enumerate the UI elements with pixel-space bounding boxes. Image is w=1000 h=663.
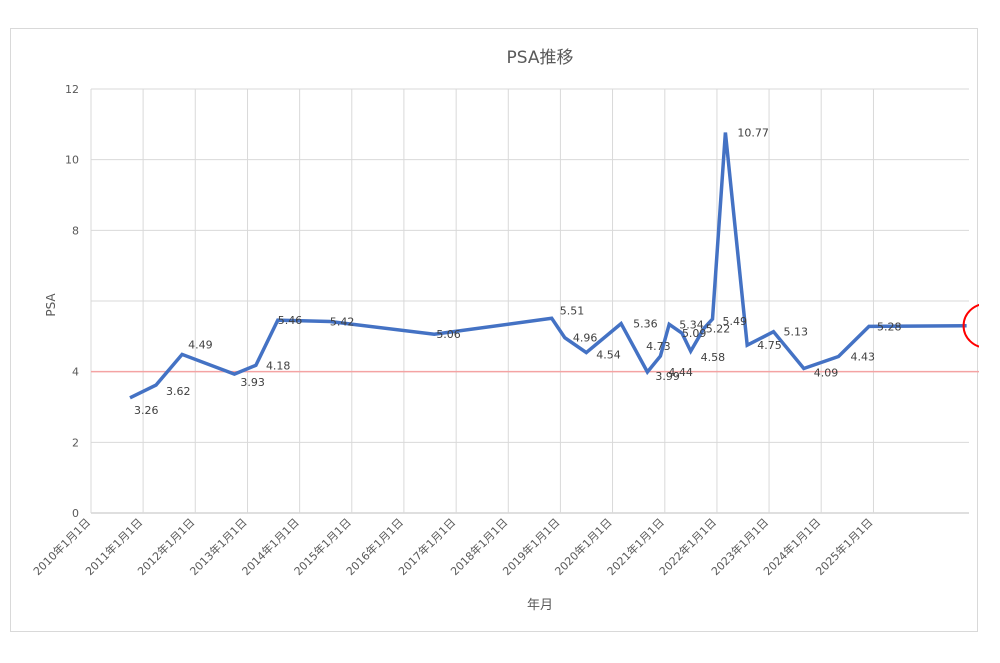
data-label: 4.96 <box>573 332 598 345</box>
data-label: 5.22 <box>706 323 731 336</box>
data-label: 3.26 <box>134 404 159 417</box>
data-label: 5.34 <box>679 318 704 331</box>
data-label: 3.62 <box>166 385 191 398</box>
data-label: 4.44 <box>668 366 693 379</box>
data-label: 5.28 <box>877 320 902 333</box>
y-tick-label: 12 <box>65 83 79 96</box>
data-label: 4.58 <box>701 351 726 364</box>
x-axis-title: 年月 <box>527 598 553 613</box>
data-label: 5.46 <box>278 314 303 327</box>
data-label: 10.77 <box>737 126 769 139</box>
psa-series-line <box>129 132 967 400</box>
highlight-circle <box>962 303 979 348</box>
data-label: 5.42 <box>330 315 355 328</box>
data-label: 4.49 <box>188 338 213 351</box>
chart-frame: PSA推移 0 2 4 8 10 12 2010年1月1日 2011年1月1日 2012年1月1日… <box>10 28 979 632</box>
data-label: 5.36 <box>633 318 658 331</box>
y-tick-label: 2 <box>72 436 79 449</box>
data-label: 4.73 <box>646 340 671 353</box>
data-label: 5.49 <box>723 315 748 328</box>
data-label: 3.93 <box>240 376 264 389</box>
y-tick-label: 8 <box>72 224 79 237</box>
data-label: 3.99 <box>655 370 680 383</box>
psa-line-chart: PSA推移024810122010年1月1日2011年1月1日2012年1月1日… <box>30 48 979 613</box>
y-tick-label: 0 <box>72 507 79 520</box>
data-label: 4.75 <box>757 339 782 352</box>
y-tick-label: 4 <box>72 366 79 379</box>
chart-title: PSA推移 <box>507 48 574 68</box>
data-label: 5.09 <box>682 327 707 340</box>
y-axis-title: PSA <box>44 293 58 317</box>
data-label: 5.06 <box>436 328 461 341</box>
data-label: 5.51 <box>560 304 585 317</box>
data-label: 4.54 <box>596 349 621 362</box>
data-label: 4.18 <box>266 359 291 372</box>
data-label: 4.09 <box>814 366 839 379</box>
y-tick-label: 10 <box>65 154 79 167</box>
data-label: 5.13 <box>783 326 808 339</box>
data-label: 4.43 <box>850 350 875 363</box>
